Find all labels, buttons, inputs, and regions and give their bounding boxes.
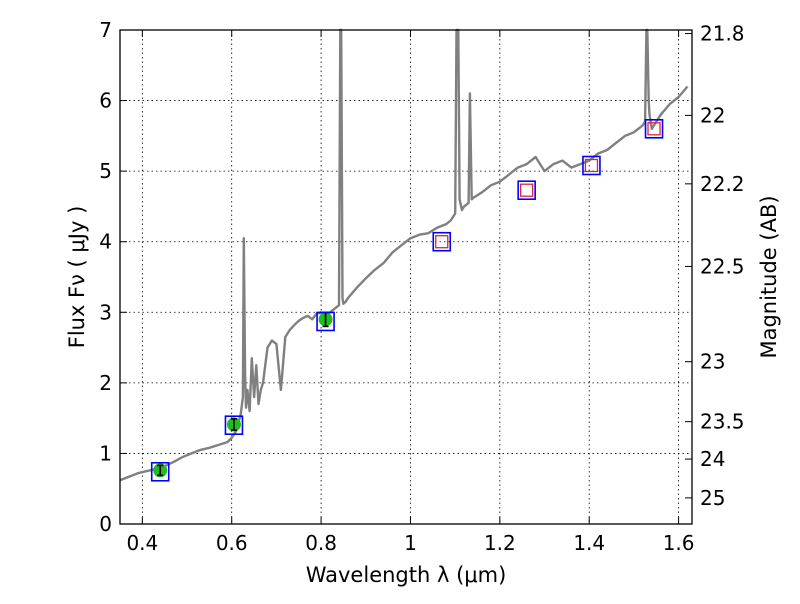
model-photometry-marker bbox=[432, 231, 452, 252]
y-tick-label: 4 bbox=[99, 230, 112, 254]
magnitude-tick-label: 22.2 bbox=[700, 172, 745, 196]
spectrum-layer bbox=[119, 28, 689, 482]
y-tick-label: 3 bbox=[99, 300, 112, 324]
model-photometry-marker bbox=[316, 311, 335, 332]
upper-limit-marker bbox=[647, 122, 661, 136]
plot-frame bbox=[119, 29, 693, 525]
magnitude-tick-label: 22.5 bbox=[700, 254, 745, 278]
model-photometry-marker bbox=[644, 119, 664, 139]
magnitude-tick-label: 21.8 bbox=[700, 22, 745, 46]
model-photometry-marker bbox=[517, 180, 536, 200]
y-tick-label: 7 bbox=[99, 18, 112, 42]
x-tick-label: 0.4 bbox=[126, 531, 158, 555]
magnitude-tick-label: 23.5 bbox=[700, 410, 745, 434]
x-axis-label: Wavelength λ (μm) bbox=[306, 563, 507, 587]
y-tick-label: 6 bbox=[99, 89, 112, 113]
magnitude-tick-label: 23 bbox=[700, 350, 725, 374]
model-photometry-marker bbox=[582, 155, 601, 176]
y-axis-label: Flux Fν ( μJy ) bbox=[65, 206, 89, 349]
y-tick-label: 5 bbox=[99, 159, 112, 183]
grid-lines bbox=[120, 30, 692, 524]
magnitude-tick-label: 24 bbox=[700, 447, 725, 471]
x-tick-label: 0.8 bbox=[305, 531, 337, 555]
upper-limit-marker bbox=[520, 183, 534, 197]
photometry-layer bbox=[150, 119, 664, 482]
spectrum-line bbox=[119, 28, 689, 482]
y-tick-label: 1 bbox=[99, 441, 112, 465]
model-photometry-marker bbox=[224, 415, 244, 436]
y2-axis-label: Magnitude (AB) bbox=[757, 195, 781, 358]
x-tick-label: 1.2 bbox=[484, 531, 516, 555]
y-tick-label: 2 bbox=[99, 371, 112, 395]
x-tick-label: 1 bbox=[404, 531, 417, 555]
x-tick-label: 1.6 bbox=[663, 531, 695, 555]
model-photometry-marker bbox=[150, 461, 170, 482]
x-tick-label: 0.6 bbox=[216, 531, 248, 555]
x-tick-label: 1.4 bbox=[573, 531, 605, 555]
y-tick-label: 0 bbox=[99, 512, 112, 536]
upper-limit-marker bbox=[584, 158, 599, 173]
magnitude-tick-label: 22 bbox=[700, 103, 725, 127]
upper-limit-marker bbox=[435, 235, 449, 249]
magnitude-tick-label: 25 bbox=[700, 486, 725, 510]
